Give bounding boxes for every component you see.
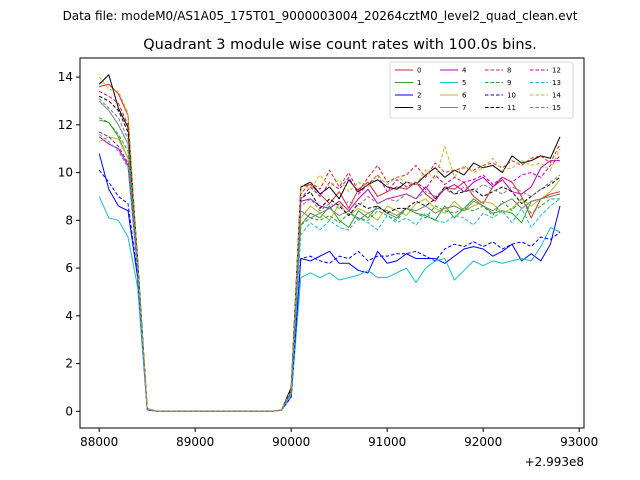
legend-label-6: 6 xyxy=(462,92,467,100)
legend-label-3: 3 xyxy=(417,104,421,112)
x-tick-label: 89000 xyxy=(176,435,214,449)
axes-frame xyxy=(79,57,585,429)
x-tick-label: 91000 xyxy=(368,435,406,449)
y-axis-ticks: 0 2 4 6 8 10 12 14 xyxy=(58,70,80,418)
y-tick-label: 2 xyxy=(65,357,73,371)
series-line-7 xyxy=(98,100,561,412)
x-tick-label: 88000 xyxy=(80,435,118,449)
chart-suptitle: Data file: modeM0/AS1A05_175T01_90000030… xyxy=(63,9,578,23)
series-line-12 xyxy=(98,131,561,412)
y-tick-label: 8 xyxy=(65,213,73,227)
legend-label-1: 1 xyxy=(417,79,421,87)
x-tick-label: 90000 xyxy=(272,435,310,449)
series-line-6 xyxy=(98,136,561,412)
y-tick-label: 14 xyxy=(58,70,73,84)
series-line-5 xyxy=(98,196,561,412)
series-line-4 xyxy=(98,136,560,412)
legend-label-4: 4 xyxy=(462,67,467,75)
legend-label-12: 12 xyxy=(552,67,561,75)
series-line-9 xyxy=(98,117,560,412)
x-tick-label: 92000 xyxy=(464,435,502,449)
y-tick-label: 4 xyxy=(65,309,73,323)
series-line-11 xyxy=(98,95,561,412)
series-line-0 xyxy=(99,83,561,412)
legend-label-13: 13 xyxy=(552,79,561,87)
legend-label-10: 10 xyxy=(507,92,516,100)
y-tick-label: 6 xyxy=(65,261,73,275)
legend-label-5: 5 xyxy=(462,79,466,87)
legend-label-7: 7 xyxy=(462,104,466,112)
legend-label-14: 14 xyxy=(552,92,561,100)
legend-label-9: 9 xyxy=(507,79,511,87)
x-offset-label: +2.993e8 xyxy=(525,455,584,469)
legend-label-11: 11 xyxy=(507,104,516,112)
y-tick-label: 12 xyxy=(58,118,73,132)
legend-label-2: 2 xyxy=(417,92,421,100)
plot-lines xyxy=(98,74,561,412)
chart-title: Quadrant 3 module wise count rates with … xyxy=(143,37,537,53)
legend-label-8: 8 xyxy=(507,67,511,75)
y-tick-label: 10 xyxy=(58,166,73,180)
legend-label-0: 0 xyxy=(417,67,421,75)
legend-label-15: 15 xyxy=(552,104,561,112)
y-tick-label: 0 xyxy=(65,404,73,418)
series-line-14 xyxy=(98,76,561,412)
x-tick-label: 93000 xyxy=(560,435,598,449)
legend-box xyxy=(389,61,574,119)
x-axis-ticks: 88000 89000 90000 91000 92000 93000 xyxy=(80,428,598,449)
